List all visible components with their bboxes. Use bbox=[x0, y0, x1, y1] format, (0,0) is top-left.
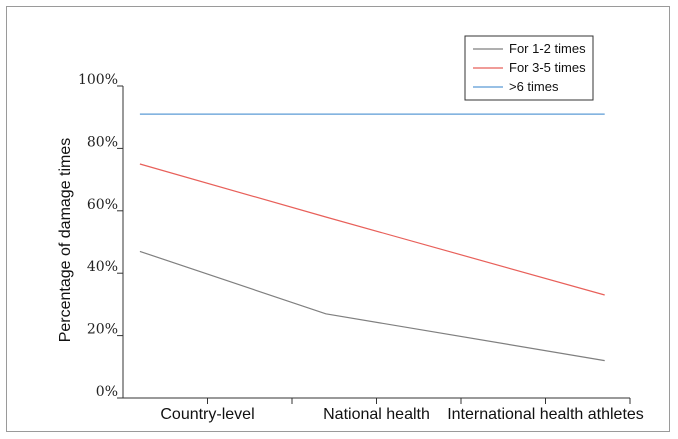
axes bbox=[122, 86, 630, 399]
x-axis-ticks: Country-level National health Internationa… bbox=[160, 398, 644, 423]
x-tick-label: National health bbox=[323, 406, 430, 423]
x-tick-label: Country-level bbox=[160, 406, 254, 423]
y-tick-label: 60% bbox=[87, 197, 118, 213]
legend: For 1-2 times For 3-5 times >6 times bbox=[464, 35, 594, 101]
series-lines bbox=[139, 113, 605, 362]
series-line bbox=[139, 250, 605, 362]
y-tick-label: 80% bbox=[87, 134, 118, 150]
y-axis-ticks: 0% 20% 40% 60% 80% 100% bbox=[78, 72, 123, 400]
y-tick-label: 20% bbox=[87, 322, 118, 338]
legend-label: For 1-2 times bbox=[509, 41, 586, 56]
y-axis-label: Percentage of damage times bbox=[57, 138, 74, 343]
y-tick-label: 100% bbox=[78, 72, 118, 88]
legend-label: >6 times bbox=[509, 79, 559, 94]
x-tick-label: International health athletes bbox=[447, 406, 644, 423]
series-line bbox=[139, 163, 605, 296]
legend-label: For 3-5 times bbox=[509, 60, 586, 75]
y-tick-label: 0% bbox=[96, 384, 118, 400]
y-tick-label: 40% bbox=[87, 259, 118, 275]
